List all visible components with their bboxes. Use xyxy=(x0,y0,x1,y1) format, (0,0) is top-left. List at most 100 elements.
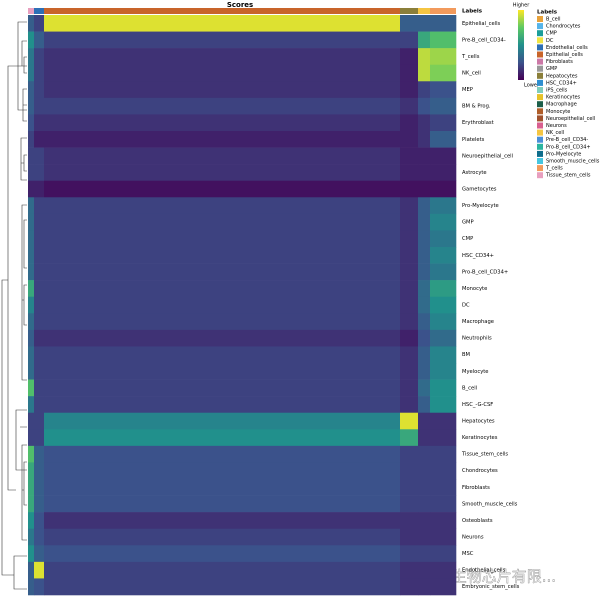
heat-cell xyxy=(28,379,35,397)
heat-cell xyxy=(418,379,431,397)
heat-cell xyxy=(418,48,431,66)
heat-cell xyxy=(430,15,457,32)
row-label: Smooth_muscle_cells xyxy=(462,501,518,507)
heat-cell xyxy=(34,479,45,496)
heat-cell xyxy=(44,561,401,579)
heat-cell xyxy=(400,313,419,331)
heat-cell xyxy=(44,97,401,115)
heat-cell xyxy=(28,495,35,513)
heat-cell xyxy=(28,64,35,82)
row-label: MEP xyxy=(462,87,473,93)
row-label: Chondrocytes xyxy=(462,468,498,474)
heat-cell xyxy=(28,263,35,281)
heat-cell xyxy=(418,578,431,596)
heat-cell xyxy=(44,64,401,82)
heat-cell xyxy=(34,379,45,397)
heat-cell xyxy=(44,296,401,314)
row-label: T_cells xyxy=(461,54,480,60)
heat-cell xyxy=(34,180,45,198)
row-label: B_cell xyxy=(462,385,477,391)
heat-cell xyxy=(430,64,457,82)
row-label: Tissue_stem_cells xyxy=(461,452,508,458)
heat-cell xyxy=(34,164,45,182)
heat-cell xyxy=(400,280,419,298)
row-label: Neuroepithelial_cell xyxy=(462,153,513,159)
row-label: Osteoblasts xyxy=(462,518,493,524)
legend-swatch xyxy=(537,51,543,58)
row-label: BM & Prog. xyxy=(462,104,491,110)
heat-cell xyxy=(28,15,35,32)
heat-cell xyxy=(28,147,35,165)
heat-cell xyxy=(430,263,457,281)
heat-cell xyxy=(44,197,401,215)
heat-cell xyxy=(44,479,401,496)
row-label: Endothelial_cells xyxy=(462,568,506,574)
legend-label: B_cell xyxy=(546,17,561,23)
heat-cell xyxy=(418,15,431,32)
heat-cell xyxy=(28,97,35,115)
heat-cell xyxy=(44,495,401,513)
heat-cell xyxy=(418,561,431,579)
heat-cell xyxy=(28,81,35,99)
heat-cell xyxy=(28,313,35,331)
heat-cell xyxy=(34,346,45,364)
heat-cell xyxy=(400,81,419,99)
heat-cell xyxy=(34,131,45,148)
heat-cell xyxy=(34,313,45,331)
heat-cell xyxy=(44,578,401,596)
heat-cell xyxy=(430,479,457,496)
row-label: Pre-B_cell_CD34- xyxy=(462,37,506,43)
chart-title: Scores xyxy=(227,1,253,9)
heat-cell xyxy=(34,296,45,314)
heat-cell xyxy=(430,213,457,231)
heat-cell xyxy=(418,230,431,248)
row-label: Epithelial_cells xyxy=(462,21,501,27)
heat-cell xyxy=(430,180,457,198)
legend-swatch xyxy=(537,150,543,157)
annotation-cell xyxy=(400,8,418,14)
heat-cell xyxy=(400,131,419,148)
heat-cell xyxy=(430,147,457,165)
row-label: Monocyte xyxy=(462,286,487,292)
row-label: HSC_CD34+ xyxy=(462,253,494,259)
row-label: GMP xyxy=(462,220,474,226)
heat-cell xyxy=(430,495,457,513)
heat-cell xyxy=(34,247,45,264)
heat-cell xyxy=(44,462,401,480)
legend-swatch xyxy=(537,79,543,86)
legend-swatch xyxy=(537,165,543,172)
row-label: Pro-Myelocyte xyxy=(462,203,499,209)
legend-swatch xyxy=(537,94,543,101)
row-label: CMP xyxy=(462,236,473,242)
heat-cell xyxy=(430,48,457,66)
legend-label: Pre-B_cell_CD34- xyxy=(546,137,588,143)
heat-cell xyxy=(34,512,45,530)
heat-cell xyxy=(44,48,401,66)
heat-cell xyxy=(28,230,35,248)
heat-cell xyxy=(400,230,419,248)
heat-cell xyxy=(400,329,419,347)
heat-cell xyxy=(418,64,431,82)
heat-cell xyxy=(34,48,45,66)
heat-cell xyxy=(430,412,457,430)
heat-cell xyxy=(44,512,401,530)
dendrogram xyxy=(1,21,27,590)
heat-cell xyxy=(430,429,457,447)
heat-cell xyxy=(44,528,401,546)
heat-cell xyxy=(44,213,401,231)
legend-label: GMP xyxy=(546,66,557,72)
heat-cell xyxy=(400,561,419,579)
heat-cell xyxy=(400,164,419,182)
heat-cell xyxy=(430,247,457,264)
heat-cell xyxy=(44,346,401,364)
legend-swatch xyxy=(537,87,543,93)
heat-cell xyxy=(44,396,401,414)
heat-cell xyxy=(28,197,35,215)
colorbar xyxy=(518,10,524,80)
legend-swatch xyxy=(537,143,543,150)
legend-label: Tissue_stem_cells xyxy=(545,173,591,179)
heat-cell xyxy=(28,296,35,314)
heat-cell xyxy=(44,263,401,281)
heat-cell xyxy=(44,131,401,148)
heat-cell xyxy=(34,561,45,579)
